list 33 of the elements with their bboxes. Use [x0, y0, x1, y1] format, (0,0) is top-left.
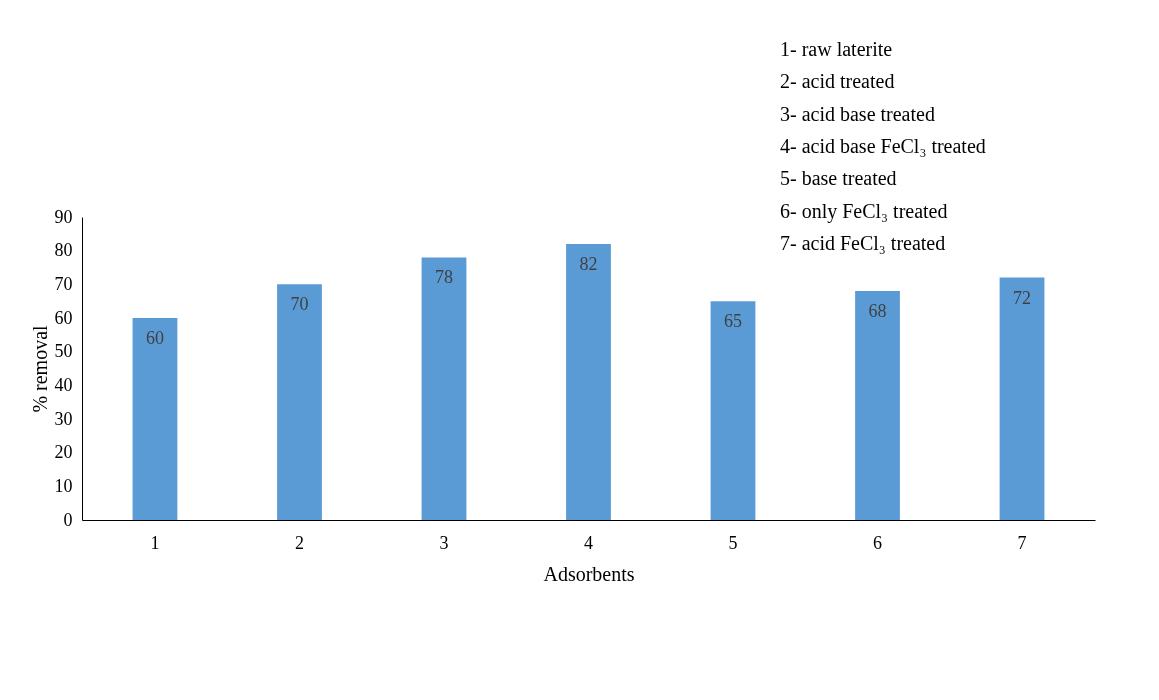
annotation: 7- acid FeCl₃ treated — [780, 231, 946, 254]
y-tick-label: 50 — [54, 341, 73, 362]
text: 1- raw laterite — [780, 38, 893, 60]
y-tick-label: 10 — [54, 475, 73, 496]
text: 3- acid base treated — [780, 102, 935, 125]
y-tick-label: 20 — [54, 442, 73, 463]
x-axis-title: Adsorbents — [543, 562, 635, 585]
y-tick-label: 80 — [54, 240, 73, 261]
text: 4- acid base FeCl₃ treated — [780, 134, 986, 157]
data-label: 65 — [724, 311, 743, 332]
data-label: 60 — [145, 328, 164, 348]
y-tick-label: 70 — [54, 273, 73, 294]
x-tick-label: 4 — [584, 532, 593, 553]
x-tick-label: 5 — [728, 532, 738, 553]
x-tick-label: 2 — [294, 532, 304, 553]
data-label: 78 — [434, 267, 453, 288]
text: 5- base treated — [780, 167, 897, 190]
x-tick-label: 6 — [873, 532, 883, 553]
y-tick-label: 40 — [54, 374, 73, 395]
data-label: 68 — [868, 301, 887, 322]
data-label: 72 — [1013, 287, 1032, 308]
y-tick-label: 60 — [54, 307, 73, 328]
y-tick-label: 90 — [54, 206, 73, 227]
text: 2- acid treated — [780, 70, 895, 93]
annotation: 6- only FeCl₃ treated — [780, 199, 948, 223]
y-axis-title: % removal — [28, 324, 51, 413]
data-label: 82 — [579, 253, 598, 274]
x-tick-label: 7 — [1017, 532, 1027, 553]
x-tick-label: 1 — [150, 532, 160, 553]
data-label: 70 — [290, 294, 309, 315]
y-tick-label: 30 — [54, 408, 73, 429]
y-tick-label: 0 — [63, 509, 73, 530]
x-tick-label: 3 — [439, 532, 449, 553]
